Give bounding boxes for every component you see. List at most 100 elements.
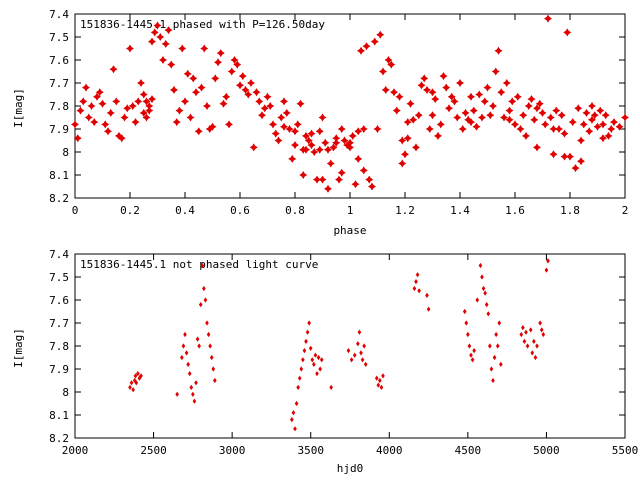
data-point-top: [192, 88, 200, 97]
y-tick-label-bottom: 8: [62, 386, 69, 399]
data-point-top: [582, 108, 591, 117]
data-point-top: [458, 125, 467, 133]
data-point-bottom: [134, 380, 139, 386]
data-point-top: [315, 127, 324, 136]
data-point-bottom: [412, 285, 417, 292]
data-point-top: [148, 37, 156, 46]
data-point-top: [150, 28, 159, 37]
data-point-top: [519, 111, 528, 120]
data-point-top: [310, 148, 319, 156]
data-point-top: [73, 134, 82, 143]
data-point-bottom: [499, 361, 503, 367]
plot-frame-top: [74, 13, 626, 199]
y-tick-label-top: 7.4: [49, 8, 69, 21]
data-point-top: [343, 141, 352, 150]
y-tick-label-top: 7.5: [49, 31, 69, 44]
data-point-bottom: [209, 354, 214, 361]
data-point-bottom: [346, 348, 351, 354]
data-point-top: [428, 111, 437, 120]
data-point-top: [403, 118, 412, 127]
data-point-top: [577, 157, 585, 166]
data-point-top: [302, 145, 310, 154]
data-point-top: [280, 97, 288, 106]
data-point-top: [337, 125, 346, 133]
data-point-top: [467, 118, 475, 127]
data-point-top: [197, 83, 206, 92]
data-point-bottom: [299, 366, 304, 372]
data-point-top: [324, 145, 332, 154]
y-tick-label-top: 7.6: [49, 54, 69, 67]
data-point-top: [266, 102, 275, 110]
data-point-bottom: [302, 348, 307, 354]
data-point-top: [505, 106, 514, 115]
data-point-bottom: [191, 391, 195, 397]
data-point-bottom: [137, 375, 142, 381]
data-point-top: [555, 125, 563, 133]
data-point-top: [381, 85, 390, 94]
data-points-top: [71, 14, 629, 193]
data-point-top: [544, 14, 552, 23]
x-tick-label-top: 0: [72, 204, 79, 217]
data-point-top: [178, 44, 187, 53]
data-point-top: [219, 99, 228, 108]
data-point-bottom: [359, 350, 363, 356]
data-point-top: [205, 125, 214, 133]
data-point-top: [480, 97, 489, 106]
data-point-top: [535, 99, 544, 108]
data-point-top: [601, 111, 610, 120]
data-point-top: [552, 106, 561, 115]
data-point-top: [139, 108, 148, 117]
data-point-top: [486, 111, 495, 120]
x-tick-label-top: 0.4: [175, 204, 195, 217]
data-point-bottom: [189, 384, 194, 390]
data-point-top: [87, 102, 96, 110]
data-point-bottom: [378, 377, 382, 384]
data-point-top: [527, 95, 536, 104]
data-point-bottom: [491, 377, 495, 384]
data-point-top: [461, 108, 470, 117]
data-point-top: [335, 175, 343, 184]
data-point-top: [560, 129, 569, 138]
y-axis-label-top: I[mag]: [12, 88, 25, 128]
data-point-bottom: [205, 320, 209, 326]
data-point-top: [568, 118, 577, 127]
data-point-top: [351, 180, 360, 189]
data-point-top: [131, 118, 140, 127]
data-point-bottom: [319, 357, 324, 363]
data-point-bottom: [315, 371, 319, 377]
data-point-bottom: [426, 306, 431, 312]
data-point-top: [524, 102, 533, 110]
data-point-top: [450, 97, 459, 106]
data-point-top: [337, 168, 346, 177]
x-tick-label-top: 1.2: [395, 204, 415, 217]
data-point-bottom: [202, 285, 206, 292]
data-point-top: [329, 143, 338, 152]
x-tick-label-top: 1.8: [560, 204, 580, 217]
data-point-top: [280, 122, 288, 131]
data-point-top: [139, 90, 148, 99]
data-point-bottom: [293, 426, 297, 432]
x-tick-label-bottom: 3500: [297, 444, 324, 457]
data-point-top: [588, 115, 596, 124]
data-point-top: [194, 127, 203, 136]
data-point-top: [126, 44, 134, 53]
data-point-bottom: [524, 329, 528, 335]
data-point-top: [549, 125, 558, 133]
data-point-top: [117, 134, 126, 143]
data-point-bottom: [525, 343, 530, 349]
data-point-top: [225, 120, 233, 129]
data-point-top: [398, 136, 407, 145]
data-point-top: [425, 125, 434, 133]
data-point-top: [315, 145, 324, 154]
data-point-top: [574, 104, 583, 113]
data-point-top: [76, 106, 85, 115]
data-point-top: [346, 138, 354, 147]
data-point-bottom: [304, 338, 308, 344]
data-point-top: [508, 97, 517, 106]
data-point-top: [599, 134, 607, 143]
data-point-top: [71, 120, 79, 129]
data-point-top: [137, 79, 145, 87]
data-point-top: [307, 141, 316, 150]
data-point-top: [274, 136, 283, 145]
